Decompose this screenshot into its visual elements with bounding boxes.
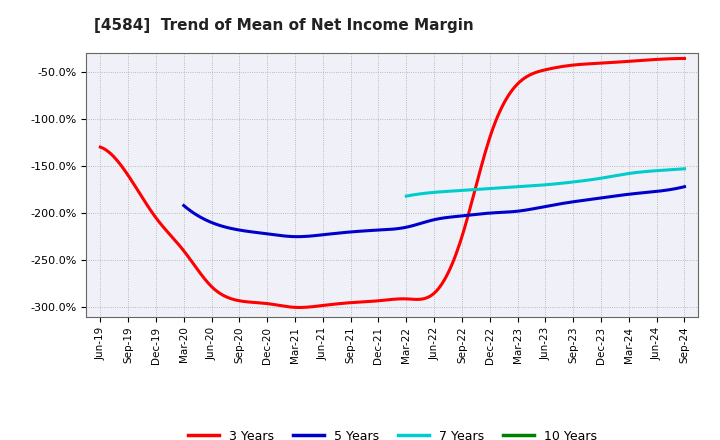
7 Years xyxy=(654,168,663,173)
5 Years xyxy=(477,211,486,216)
7 Years xyxy=(680,166,689,172)
7 Years xyxy=(567,180,576,185)
3 Years xyxy=(444,270,452,275)
5 Years xyxy=(487,210,496,216)
3 Years xyxy=(590,61,599,66)
3 Years xyxy=(627,59,636,64)
Legend: 3 Years, 5 Years, 7 Years, 10 Years: 3 Years, 5 Years, 7 Years, 10 Years xyxy=(183,425,602,440)
5 Years xyxy=(480,211,488,216)
3 Years xyxy=(456,241,464,246)
7 Years xyxy=(567,180,575,185)
5 Years xyxy=(680,184,689,189)
5 Years xyxy=(603,194,612,200)
5 Years xyxy=(293,234,302,239)
5 Years xyxy=(635,191,644,196)
5 Years xyxy=(181,204,190,209)
Line: 3 Years: 3 Years xyxy=(100,59,685,308)
3 Years xyxy=(96,144,104,150)
7 Years xyxy=(572,179,581,184)
3 Years xyxy=(295,305,304,310)
3 Years xyxy=(446,266,454,271)
3 Years xyxy=(680,56,689,61)
7 Years xyxy=(403,193,412,198)
Line: 5 Years: 5 Years xyxy=(184,187,685,237)
3 Years xyxy=(98,145,107,150)
Text: [4584]  Trend of Mean of Net Income Margin: [4584] Trend of Mean of Net Income Margi… xyxy=(94,18,473,33)
5 Years xyxy=(179,203,188,208)
7 Years xyxy=(402,194,410,199)
7 Years xyxy=(636,169,645,175)
Line: 7 Years: 7 Years xyxy=(406,169,685,196)
